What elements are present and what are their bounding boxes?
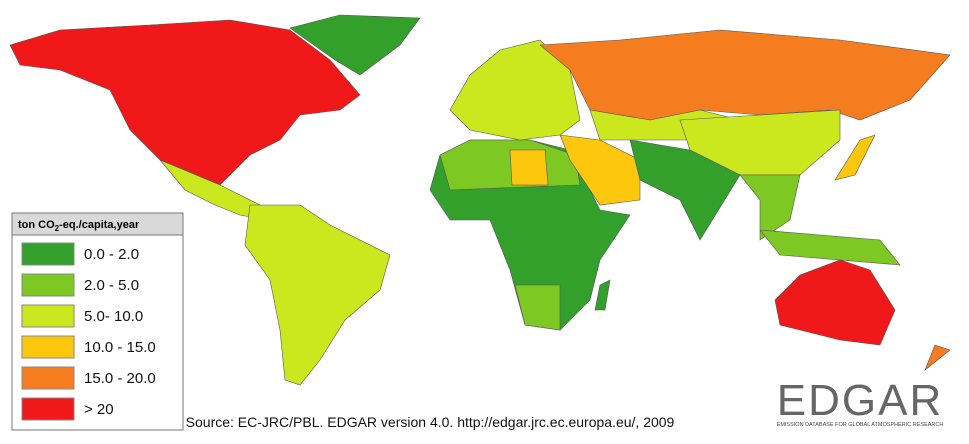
legend-swatch — [21, 242, 75, 266]
edgar-logo: EDGAR EMISSION DATABASE FOR GLOBAL ATMOS… — [777, 376, 944, 428]
libya — [509, 149, 549, 186]
south-asia — [629, 139, 741, 241]
legend-title-suffix: -eq./capita,year — [59, 219, 140, 231]
legend: ton CO2-eq./capita,year 0.0 - 2.0 2.0 - 5… — [11, 212, 184, 431]
russia — [539, 29, 951, 121]
legend-label: 5.0- 10.0 — [84, 308, 143, 325]
europe — [449, 39, 581, 141]
legend-label: 10.0 - 15.0 — [84, 339, 156, 356]
legend-label: 15.0 - 20.0 — [84, 370, 156, 387]
north-america — [9, 19, 361, 186]
south-america — [244, 204, 391, 386]
legend-title-prefix: ton CO — [18, 219, 55, 231]
legend-label: 0.0 - 2.0 — [84, 246, 139, 263]
southeast-asia — [739, 174, 801, 241]
japan — [834, 134, 876, 181]
world-map — [9, 14, 951, 386]
greenland — [289, 14, 421, 76]
indonesia — [759, 229, 901, 266]
legend-header — [11, 212, 184, 236]
legend-label: > 20 — [84, 401, 114, 418]
legend-swatch — [21, 335, 75, 359]
legend-swatch — [21, 273, 75, 297]
source-text: Source: EC-JRC/PBL. EDGAR version 4.0. h… — [186, 414, 675, 430]
legend-swatch — [21, 366, 75, 390]
legend-title-subscript: 2 — [55, 224, 60, 233]
new-zealand — [924, 344, 951, 371]
legend-title: ton CO2-eq./capita,year — [18, 219, 140, 233]
madagascar — [594, 279, 611, 311]
logo-tagline: EMISSION DATABASE FOR GLOBAL ATMOSPHERIC… — [777, 422, 944, 428]
australia — [774, 259, 896, 346]
logo-name: EDGAR — [777, 376, 943, 425]
legend-swatch — [21, 397, 75, 421]
legend-label: 2.0 - 5.0 — [84, 277, 139, 294]
southern-africa — [514, 284, 561, 331]
legend-swatch — [21, 304, 75, 328]
